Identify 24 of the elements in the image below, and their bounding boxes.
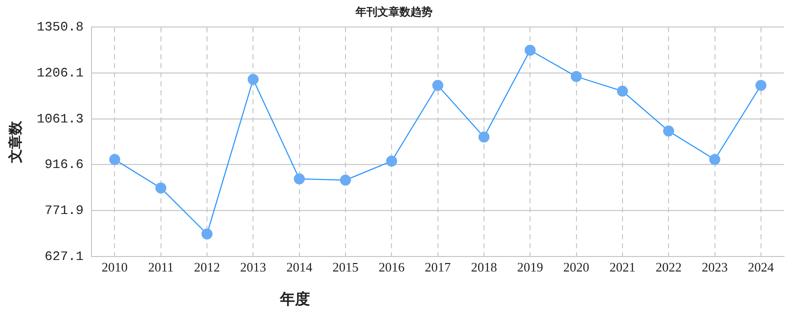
x-tick-label: 2016 <box>378 260 406 275</box>
x-tick-label: 2014 <box>286 260 313 275</box>
y-tick-label: 1061.3 <box>36 111 84 126</box>
y-tick-label: 916.6 <box>44 157 84 172</box>
y-tick-label: 627.1 <box>44 248 84 264</box>
x-tick-label: 2024 <box>748 260 774 275</box>
x-tick-label: 2013 <box>240 260 266 275</box>
x-tick-label: 2020 <box>563 260 590 275</box>
y-tick-label: 1350.8 <box>36 20 84 35</box>
x-tick-label: 2012 <box>194 260 220 275</box>
x-tick-label: 2023 <box>702 260 728 275</box>
y-axis-title: 文章数 <box>7 120 24 164</box>
x-tick-label: 2017 <box>424 260 452 275</box>
chart-title: 年刊文章数趋势 <box>354 5 432 18</box>
x-axis-title: 年度 <box>280 290 310 309</box>
x-tick-label: 2019 <box>517 260 544 275</box>
x-tick-label: 2018 <box>470 260 497 275</box>
x-tick-label: 2010 <box>102 260 128 275</box>
y-tick-label: 1206.1 <box>36 65 84 80</box>
x-tick-label: 2015 <box>332 260 358 275</box>
x-tick-label: 2011 <box>148 260 174 275</box>
y-tick-label: 771.9 <box>44 202 84 218</box>
x-tick-label: 2022 <box>656 260 682 275</box>
x-tick-label: 2021 <box>609 260 636 275</box>
